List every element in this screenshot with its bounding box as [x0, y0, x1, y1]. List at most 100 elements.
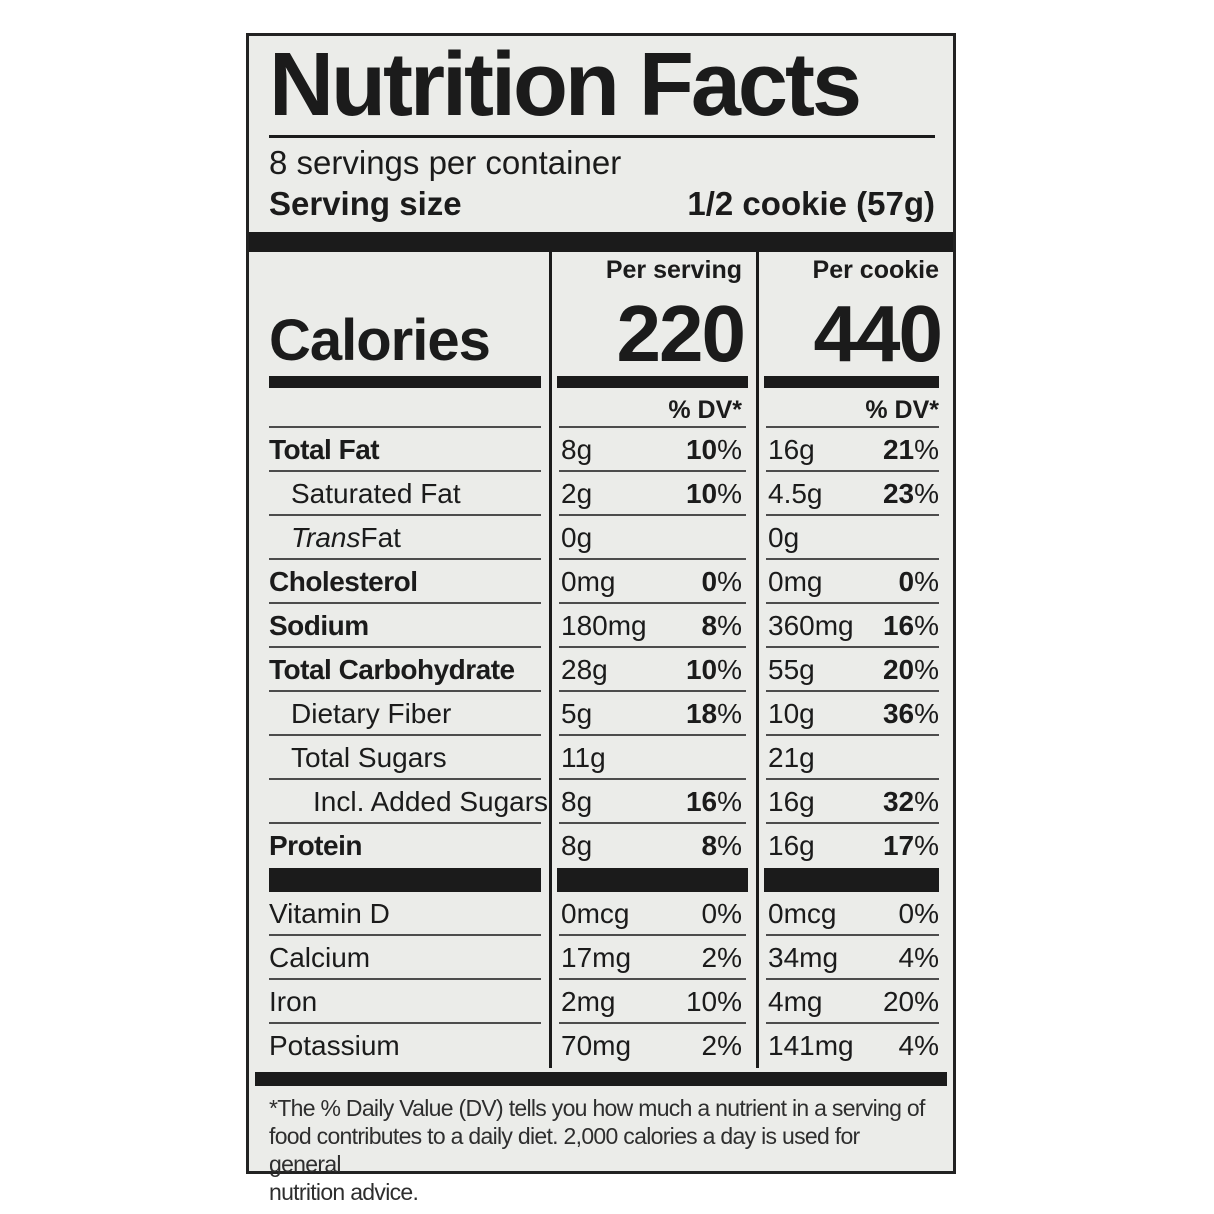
daily-value-percent: 32%: [882, 786, 939, 818]
daily-value-percent: 20%: [882, 986, 939, 1018]
amount: 17mg: [561, 942, 632, 974]
value-cell: 16g 21%: [756, 428, 953, 473]
daily-value-percent: 2%: [701, 1030, 742, 1062]
value-cell: 0mg 0%: [756, 560, 953, 605]
amount: 5g: [561, 698, 593, 730]
micronutrient-row: Vitamin D 0mcg 0% 0mcg 0%: [249, 892, 953, 937]
value-cell: 5g 18%: [549, 692, 756, 737]
amount: 0g: [561, 522, 593, 554]
thick-bar-top: [249, 232, 953, 253]
nutrient-row: Sodium 180mg 8% 360mg 16%: [249, 604, 953, 649]
daily-value-percent: 16%: [882, 610, 939, 642]
daily-value-percent: 0%: [701, 566, 742, 598]
bar-segment: [557, 868, 748, 893]
value-cell: 0mcg 0%: [549, 892, 756, 937]
bar-segment: [557, 376, 748, 389]
dv-header-serving: % DV*: [549, 388, 756, 429]
daily-value-percent: 10%: [685, 654, 742, 686]
nutrient-name: Sodium: [249, 604, 549, 649]
nutrient-rows: Total Fat 8g 10% 16g 21% Saturated Fat 2g 10% 4.…: [249, 428, 953, 868]
amount: 70mg: [561, 1030, 632, 1062]
amount: 0mcg: [561, 898, 630, 930]
column-divider-2: [756, 252, 759, 1069]
daily-value-percent: 21%: [882, 434, 939, 466]
value-cell: 0g: [549, 516, 756, 561]
daily-value-footnote: *The % Daily Value (DV) tells you how mu…: [269, 1095, 925, 1206]
amount: 10g: [768, 698, 815, 730]
nutrient-name: Incl. Added Sugars: [249, 780, 549, 825]
value-cell: 8g 16%: [549, 780, 756, 825]
bar-segment: [764, 376, 939, 389]
value-cell: 70mg 2%: [549, 1024, 756, 1068]
spacer-cell: [249, 252, 549, 284]
nutrient-name: Calcium: [249, 936, 549, 981]
value-cell: 28g 10%: [549, 648, 756, 693]
amount: 16g: [768, 786, 815, 818]
value-cell: 16g 32%: [756, 780, 953, 825]
amount: 2mg: [561, 986, 616, 1018]
daily-value-percent: 36%: [882, 698, 939, 730]
nutrient-name: Cholesterol: [249, 560, 549, 605]
amount: 28g: [561, 654, 608, 686]
serving-size-row: Serving size 1/2 cookie (57g): [269, 183, 935, 232]
daily-value-percent: 17%: [882, 830, 939, 862]
value-cell: 8g 10%: [549, 428, 756, 473]
serving-size-value: 1/2 cookie (57g): [687, 185, 935, 223]
value-cell: 360mg 16%: [756, 604, 953, 649]
amount: 11g: [561, 742, 606, 774]
amount: 8g: [561, 434, 593, 466]
label-header: Nutrition Facts 8 servings per container…: [249, 36, 953, 232]
daily-value-percent: 10%: [685, 986, 742, 1018]
daily-value-percent: 0%: [898, 898, 939, 930]
micronutrient-row: Calcium 17mg 2% 34mg 4%: [249, 936, 953, 981]
nutrient-row: Incl. Added Sugars 8g 16% 16g 32%: [249, 780, 953, 825]
value-cell: 4mg 20%: [756, 980, 953, 1025]
value-cell: 10g 36%: [756, 692, 953, 737]
calories-label: Calories: [269, 308, 491, 374]
value-cell: 16g 17%: [756, 824, 953, 868]
thick-bar-bottom: [255, 1072, 947, 1087]
bar-cell: [756, 370, 953, 389]
bar-cell: [249, 370, 549, 389]
nutrient-name: Protein: [269, 830, 362, 862]
daily-value-percent: 8%: [701, 610, 742, 642]
calories-row: Calories 220 440: [249, 284, 953, 374]
bar-cell: [549, 370, 756, 389]
bar-cell: [756, 868, 953, 893]
value-cell: 11g: [549, 736, 756, 781]
bar-segment: [269, 376, 541, 389]
nutrient-row: Total Sugars 11g 21g: [249, 736, 953, 781]
column-divider-1: [549, 252, 552, 1069]
amount: 0mcg: [768, 898, 837, 930]
value-cell: 8g 8%: [549, 824, 756, 868]
value-cell: 2g 10%: [549, 472, 756, 517]
nutrient-row: Total Carbohydrate 28g 10% 55g 20%: [249, 648, 953, 693]
spacer-cell: [249, 388, 549, 429]
calories-underline-bars: [249, 370, 953, 389]
bar-segment: [764, 868, 939, 893]
daily-value-percent: 4%: [898, 942, 939, 974]
dv-header-cookie: % DV*: [756, 388, 953, 429]
value-cell: 180mg 8%: [549, 604, 756, 649]
daily-value-percent: 4%: [898, 1030, 939, 1062]
value-cell: 21g: [756, 736, 953, 781]
amount: 4.5g: [768, 478, 823, 510]
value-cell: 55g 20%: [756, 648, 953, 693]
calories-column-headers: Per serving Per cookie: [249, 252, 953, 285]
amount: 2g: [561, 478, 593, 510]
nutrient-name: Total Carbohydrate: [249, 648, 549, 693]
amount: 4mg: [768, 986, 823, 1018]
nutrient-row: Dietary Fiber 5g 18% 10g 36%: [249, 692, 953, 737]
daily-value-percent: 18%: [685, 698, 742, 730]
title-divider: [269, 134, 935, 138]
daily-value-percent: 23%: [882, 478, 939, 510]
daily-value-percent: 8%: [701, 830, 742, 862]
daily-value-percent: 10%: [685, 478, 742, 510]
nutrient-name: Total Fat: [249, 428, 549, 473]
nutrient-name: Dietary Fiber: [249, 692, 549, 737]
label-title: Nutrition Facts: [269, 35, 862, 135]
value-cell: 0g: [756, 516, 953, 561]
daily-value-percent: 0%: [701, 898, 742, 930]
amount: 141mg: [768, 1030, 854, 1062]
